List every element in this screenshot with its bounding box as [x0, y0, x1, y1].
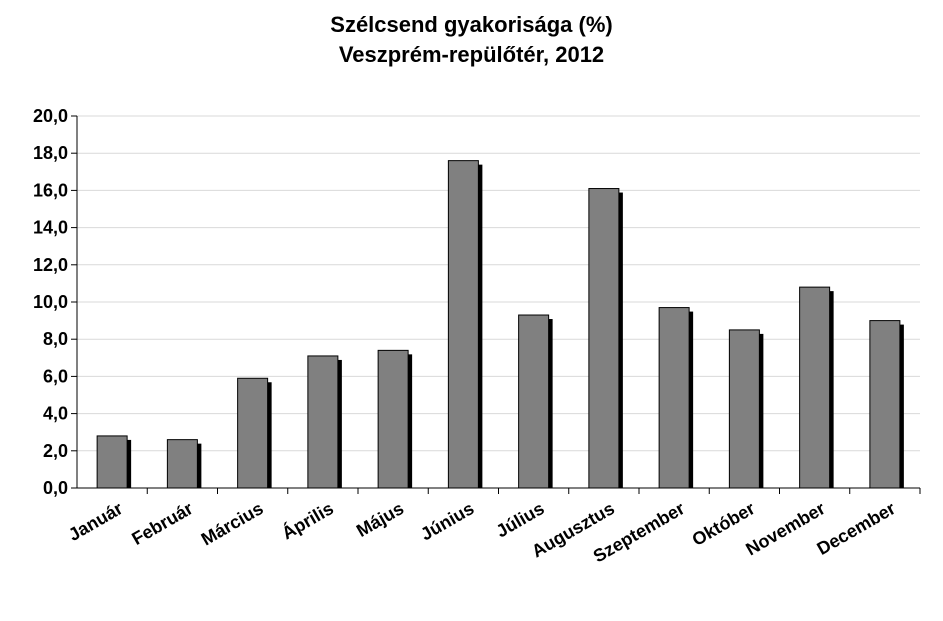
x-tick-label: Január: [65, 498, 126, 545]
y-tick-label: 0,0: [43, 478, 68, 498]
x-tick-label: Május: [353, 498, 407, 541]
chart-subtitle: Veszprém-repülőtér, 2012: [338, 42, 605, 67]
bar: [166, 439, 198, 489]
chart-title: Szélcsend gyakorisága (%): [330, 12, 613, 37]
bar: [237, 377, 269, 489]
y-tick-label: 10,0: [33, 292, 68, 312]
x-tick-label: Április: [278, 497, 337, 543]
bar: [869, 320, 901, 489]
bar: [377, 349, 409, 489]
x-tick-label: Július: [493, 498, 548, 541]
y-tick-label: 8,0: [43, 329, 68, 349]
bar: [518, 314, 550, 489]
x-tick-label: Március: [198, 498, 267, 549]
x-tick-label: Június: [417, 498, 477, 544]
y-tick-label: 4,0: [43, 404, 68, 424]
x-tick-label: December: [813, 498, 898, 559]
y-tick-label: 6,0: [43, 366, 68, 386]
bar: [588, 188, 620, 489]
axes: [71, 115, 921, 494]
bar: [307, 355, 339, 489]
bar: [658, 307, 690, 489]
y-axis-ticks: 0,0 2,0 4,0 6,0 8,0 10,0 12,0 14,0 16,0 18,0 20,0: [33, 106, 68, 498]
bar: [799, 286, 831, 489]
bar: [96, 435, 128, 489]
y-tick-label: 14,0: [33, 218, 68, 238]
y-tick-label: 18,0: [33, 143, 68, 163]
gridlines: [77, 115, 920, 452]
bars: [96, 160, 904, 489]
x-tick-label: Február: [128, 498, 196, 549]
x-axis-labels: Január Február Március Április Május Június Jú…: [65, 497, 899, 566]
y-tick-label: 16,0: [33, 180, 68, 200]
y-tick-label: 12,0: [33, 255, 68, 275]
y-tick-label: 20,0: [33, 106, 68, 126]
y-tick-label: 2,0: [43, 441, 68, 461]
bar: [447, 160, 479, 489]
bar: [728, 329, 760, 489]
x-tick-label: November: [742, 498, 828, 559]
